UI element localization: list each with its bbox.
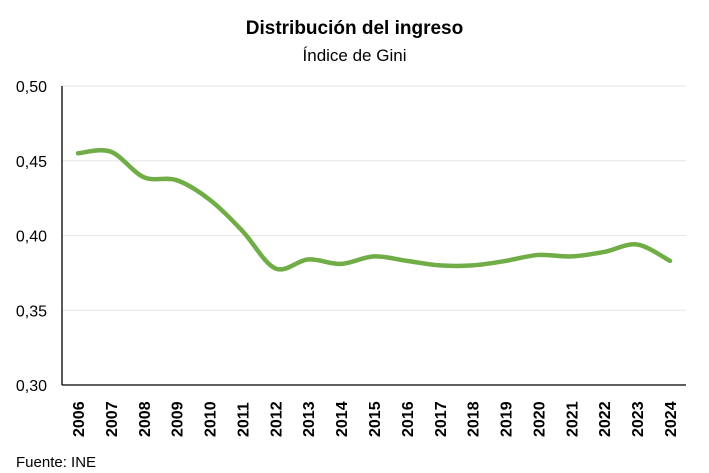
x-tick-label: 2017	[433, 401, 450, 437]
y-tick-label: 0,50	[16, 79, 47, 96]
x-tick-labels: 2006 2007 2008 2009 2010 2011 2012 2013 2014 2015…	[71, 401, 680, 437]
x-tick-label: 2011	[235, 402, 252, 437]
x-tick-label: 2018	[466, 401, 483, 437]
y-tick-label: 0,35	[16, 303, 47, 320]
x-tick-label: 2023	[630, 401, 647, 437]
x-tick-label: 2015	[367, 401, 384, 437]
x-tick-label: 2016	[400, 401, 417, 437]
x-tick-label: 2022	[597, 401, 614, 437]
y-tick-label: 0,45	[16, 154, 47, 171]
x-tick-label: 2012	[268, 401, 285, 437]
series-line	[75, 148, 673, 272]
x-tick-label: 2021	[564, 401, 581, 437]
y-tick-labels: 0,30 0,35 0,40 0,45 0,50	[16, 79, 47, 395]
source-note: Fuente: INE	[16, 454, 97, 471]
x-tick-label: 2020	[531, 401, 548, 437]
x-tick-label: 2019	[499, 401, 516, 437]
x-tick-label: 2024	[663, 401, 680, 437]
y-tick-label: 0,40	[16, 229, 47, 246]
chart-subtitle: Índice de Gini	[302, 46, 407, 65]
x-tick-label: 2009	[170, 401, 187, 437]
x-tick-label: 2008	[137, 401, 154, 437]
chart-title: Distribución del ingreso	[245, 18, 464, 39]
x-tick-label: 2007	[104, 401, 121, 437]
y-tick-label: 0,30	[16, 378, 47, 395]
x-tick-label: 2014	[334, 401, 351, 437]
x-tick-label: 2013	[301, 401, 318, 437]
x-tick-label: 2006	[71, 401, 88, 437]
x-tick-label: 2010	[203, 401, 220, 437]
gridlines	[62, 85, 686, 311]
